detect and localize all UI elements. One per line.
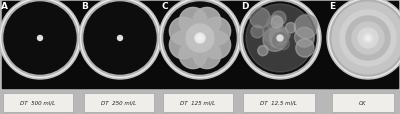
Circle shape <box>244 3 316 74</box>
Circle shape <box>193 41 221 69</box>
Circle shape <box>296 39 314 58</box>
Circle shape <box>271 17 283 29</box>
Circle shape <box>332 3 400 74</box>
Circle shape <box>263 29 286 52</box>
Text: E: E <box>329 2 335 11</box>
Circle shape <box>277 38 290 50</box>
Circle shape <box>258 46 268 56</box>
Circle shape <box>273 33 288 48</box>
FancyBboxPatch shape <box>3 93 73 112</box>
Circle shape <box>286 23 296 34</box>
FancyBboxPatch shape <box>84 93 154 112</box>
Circle shape <box>330 1 400 76</box>
Circle shape <box>4 3 76 74</box>
Circle shape <box>84 3 156 74</box>
Circle shape <box>366 36 370 41</box>
Bar <box>2 2 398 88</box>
Circle shape <box>2 1 78 76</box>
Circle shape <box>160 0 240 78</box>
Circle shape <box>363 34 373 44</box>
Circle shape <box>179 8 207 36</box>
Circle shape <box>0 0 80 78</box>
Text: A: A <box>1 2 8 11</box>
Circle shape <box>296 15 317 36</box>
Circle shape <box>239 0 321 79</box>
Text: DT  125 ml/L: DT 125 ml/L <box>180 100 216 105</box>
Circle shape <box>38 36 42 41</box>
Circle shape <box>198 36 202 41</box>
Text: DT  500 ml/L: DT 500 ml/L <box>20 100 56 105</box>
FancyBboxPatch shape <box>332 93 394 112</box>
Circle shape <box>346 17 390 60</box>
Text: DT  250 ml/L: DT 250 ml/L <box>101 100 137 105</box>
Circle shape <box>162 1 238 76</box>
Circle shape <box>203 32 231 59</box>
Circle shape <box>251 26 264 39</box>
Circle shape <box>352 23 384 54</box>
Circle shape <box>82 1 158 76</box>
Circle shape <box>240 0 320 78</box>
Text: C: C <box>161 2 168 11</box>
Circle shape <box>203 18 231 46</box>
Circle shape <box>193 8 221 36</box>
Circle shape <box>179 41 207 69</box>
Text: CK: CK <box>359 100 367 105</box>
Circle shape <box>277 36 283 42</box>
Text: D: D <box>241 2 248 11</box>
Circle shape <box>0 0 81 79</box>
Circle shape <box>250 9 270 29</box>
Circle shape <box>270 30 288 49</box>
Circle shape <box>277 29 288 40</box>
Circle shape <box>280 30 290 41</box>
Circle shape <box>263 23 284 44</box>
Circle shape <box>246 5 314 72</box>
Circle shape <box>328 0 400 78</box>
Circle shape <box>332 3 400 74</box>
Circle shape <box>118 36 122 41</box>
Circle shape <box>272 12 286 26</box>
Circle shape <box>169 18 197 46</box>
Text: B: B <box>81 2 88 11</box>
Circle shape <box>79 0 161 79</box>
Circle shape <box>242 1 318 76</box>
Circle shape <box>195 34 205 44</box>
Circle shape <box>267 16 283 32</box>
Circle shape <box>269 26 289 46</box>
Circle shape <box>294 16 318 39</box>
FancyBboxPatch shape <box>243 93 315 112</box>
Text: DT  12.5 ml/L: DT 12.5 ml/L <box>260 100 298 105</box>
Circle shape <box>358 29 378 49</box>
Circle shape <box>340 11 396 66</box>
Circle shape <box>270 34 284 48</box>
Circle shape <box>159 0 241 79</box>
Circle shape <box>169 32 197 59</box>
Circle shape <box>327 0 400 79</box>
Circle shape <box>80 0 160 78</box>
FancyBboxPatch shape <box>163 93 233 112</box>
Circle shape <box>294 28 314 48</box>
Circle shape <box>186 25 214 53</box>
Circle shape <box>164 3 236 74</box>
